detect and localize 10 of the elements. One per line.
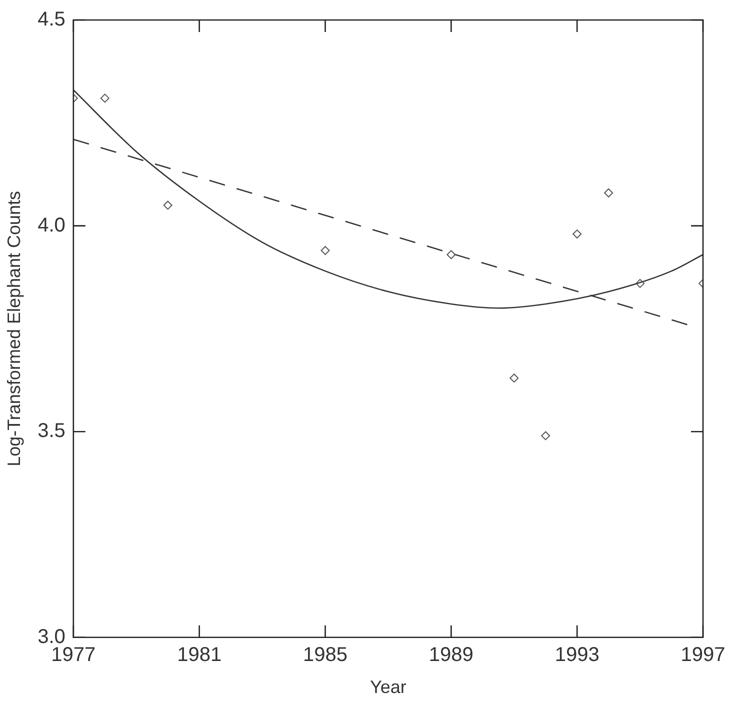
- x-tick-label: 1985: [302, 644, 348, 666]
- y-tick-label: 4.5: [38, 8, 66, 31]
- x-tick-label: 1993: [554, 644, 600, 666]
- y-axis-title: Log-Transformed Elephant Counts: [4, 190, 24, 466]
- x-tick-label: 1989: [428, 644, 474, 666]
- y-tick-label: 3.5: [38, 420, 66, 442]
- x-tick-label: 1997: [680, 644, 726, 666]
- x-axis-title: Year: [370, 677, 406, 698]
- y-tick-label: 4.0: [38, 214, 66, 236]
- x-tick-label: 1981: [177, 644, 222, 666]
